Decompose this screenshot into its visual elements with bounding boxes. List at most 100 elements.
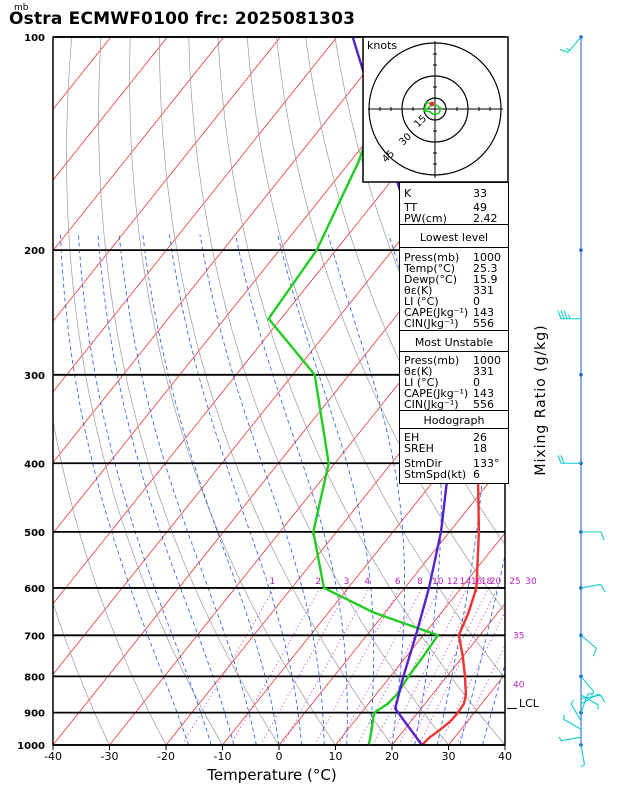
stat-label: CAPE(Jkg⁻¹) <box>404 387 469 400</box>
wind-barb-half-feather <box>565 48 571 51</box>
moist-adiabat-line <box>459 553 505 745</box>
isotherm-line <box>53 37 451 534</box>
indices-value: 2.42 <box>473 212 498 225</box>
stat-label: SREH <box>404 442 434 455</box>
moist-adiabat-line <box>78 234 212 745</box>
pressure-tick-label: 1000 <box>17 741 45 752</box>
pressure-tick-label: 300 <box>24 371 45 382</box>
dry-adiabat-line <box>510 37 618 745</box>
pressure-tick-label: 600 <box>24 584 45 595</box>
wind-barb-feather <box>600 531 605 541</box>
isotherm-line <box>109 249 505 745</box>
stat-value: 26 <box>473 431 487 444</box>
pressure-tick-label: 700 <box>24 631 45 642</box>
dry-adiabat-line <box>66 37 223 745</box>
moist-adiabat-label: 35 <box>513 631 524 641</box>
mixing-ratio-label: 6 <box>395 577 401 587</box>
dry-adiabat-line <box>53 418 167 745</box>
moist-adiabat-line <box>277 234 375 745</box>
mixing-ratio-line <box>408 587 489 745</box>
moist-adiabat-line <box>235 234 348 745</box>
stat-value: 143 <box>473 306 494 319</box>
pressure-tick-label: 900 <box>24 709 45 720</box>
temperature-tick-label: 20 <box>385 750 399 763</box>
stat-value: 133° <box>473 457 500 470</box>
pressure-unit: mb <box>14 3 29 13</box>
wind-level-dot <box>579 373 583 377</box>
mixing-ratio-label: 2 <box>315 577 321 587</box>
chart-title: Ostra ECMWF0100 frc: 2025081303 <box>9 9 356 29</box>
indices-panel: K 33 TT 49 PW(cm) 2.42 <box>399 182 509 226</box>
wind-barb-half-feather <box>591 691 595 696</box>
isotherm-line <box>335 532 505 745</box>
mixing-ratio-label: 3 <box>344 577 350 587</box>
mixing-ratio-label: 25 <box>509 577 520 587</box>
wind-barb <box>561 736 582 742</box>
temperature-tick-label: -10 <box>214 750 232 763</box>
mixing-ratio-label: 4 <box>364 577 370 587</box>
stat-value: 143 <box>473 387 494 400</box>
wind-barb-feather <box>592 648 597 657</box>
isotherm-line <box>53 37 281 322</box>
dewpoint-profile <box>267 37 440 745</box>
mixing-ratio-line <box>314 587 401 745</box>
moist-adiabat-line <box>388 234 442 745</box>
mixing-ratio-line <box>386 587 468 745</box>
indices-label: TT <box>404 201 418 214</box>
mixing-ratio-line <box>260 587 349 745</box>
dry-adiabat-line <box>246 37 505 679</box>
temperature-tick-label: 10 <box>329 750 343 763</box>
wind-barb <box>580 693 599 705</box>
moist-adiabat-line <box>169 234 302 745</box>
stat-value: 556 <box>473 317 494 330</box>
dry-adiabat-line <box>276 37 505 613</box>
wind-barb-half-feather <box>558 736 562 741</box>
stat-label: θε(K) <box>404 284 433 297</box>
stat-label: LI (°C) <box>404 295 439 308</box>
wind-barb-feather <box>557 310 562 319</box>
dry-adiabat-line <box>53 601 110 745</box>
pressure-tick-label: 500 <box>24 528 45 539</box>
stat-value: 1000 <box>473 251 501 264</box>
wind-barb-half-feather <box>567 314 571 319</box>
moist-adiabat-line <box>199 234 325 745</box>
mixing-ratio-line <box>372 587 456 745</box>
wind-barb-feather <box>600 584 606 593</box>
moist-adiabat-line <box>436 234 486 745</box>
stat-label: Press(mb) <box>404 251 460 264</box>
isotherm-line <box>53 37 168 181</box>
mixing-ratio-label: 18 <box>481 577 493 587</box>
mixing-ratio-line <box>181 587 275 745</box>
isotherm-line <box>53 37 225 252</box>
mixing-ratio-line <box>356 587 441 745</box>
panel-header: Hodograph <box>423 414 485 427</box>
wind-barb-half-feather <box>580 764 585 768</box>
wind-barb-half-feather <box>597 704 599 710</box>
stat-label: StmSpd(kt) <box>404 468 467 481</box>
isotherm-line <box>53 37 394 464</box>
stat-label: LI (°C) <box>404 376 439 389</box>
stat-label: EH <box>404 431 420 444</box>
pressure-tick-label: 100 <box>24 33 45 44</box>
stat-label: Dewp(°C) <box>404 273 457 286</box>
stat-value: 18 <box>473 442 487 455</box>
indices-value: 49 <box>473 201 487 214</box>
indices-value: 33 <box>473 187 487 200</box>
mixing-ratio-label: 16 <box>471 577 483 587</box>
wind-barb-feather <box>559 48 569 53</box>
moist-adiabat-line <box>142 234 280 745</box>
wind-barb-feather <box>557 455 562 464</box>
stat-value: 331 <box>473 365 494 378</box>
wind-barb-feather <box>563 310 568 319</box>
wind-barb <box>580 676 595 693</box>
lcl-label: LCL <box>519 697 540 710</box>
stat-value: 25.3 <box>473 262 498 275</box>
mixing-ratio-label: 20 <box>490 577 502 587</box>
isotherm-line <box>53 37 338 393</box>
pressure-tick-label: 800 <box>24 672 45 683</box>
dry-adiabat-line <box>569 37 618 745</box>
stat-label: StmDir <box>404 457 443 470</box>
stat-value: 0 <box>473 295 480 308</box>
pressure-tick-label: 200 <box>24 246 45 257</box>
